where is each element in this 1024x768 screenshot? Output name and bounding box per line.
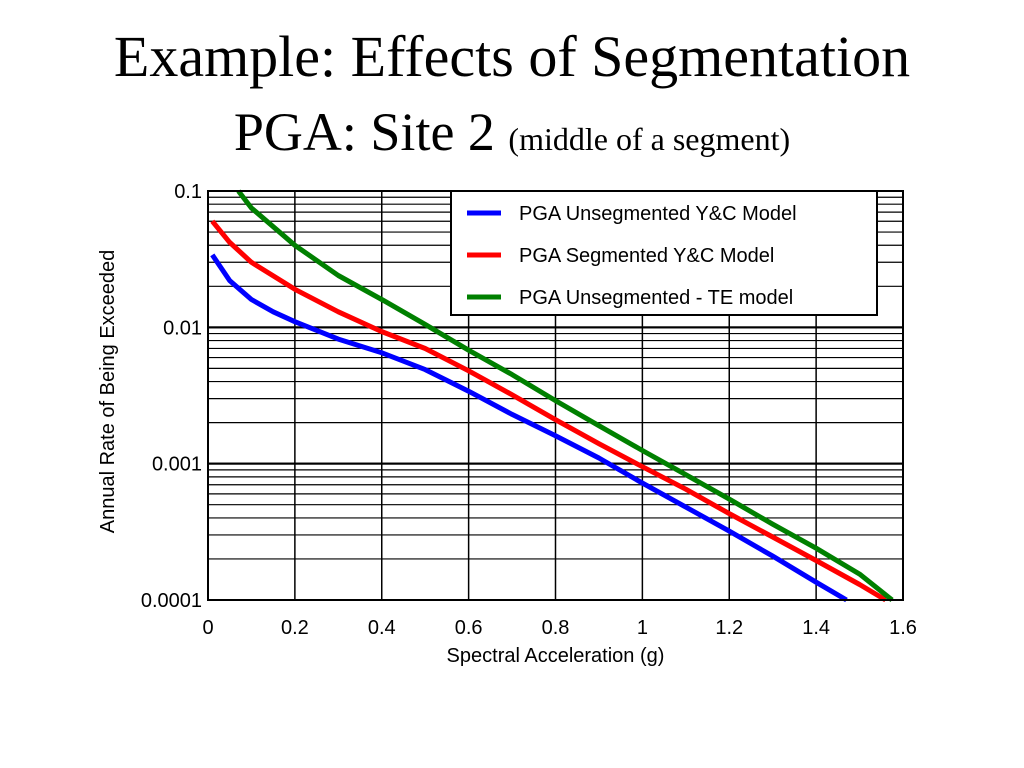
y-tick-label: 0.1: [174, 181, 202, 203]
x-tick-label: 0.8: [542, 617, 570, 639]
series-line-1: [210, 253, 848, 603]
x-tick-label: 1.4: [802, 617, 830, 639]
x-tick-label: 0.2: [281, 617, 309, 639]
series-line-3: [236, 189, 894, 602]
x-tick-label: 1.6: [889, 617, 917, 639]
y-tick-label: 0.0001: [141, 590, 202, 612]
x-tick-label: 0.6: [455, 617, 483, 639]
x-tick-label: 1: [637, 617, 648, 639]
y-tick-label: 0.001: [152, 454, 202, 476]
legend-label-1: PGA Unsegmented Y&C Model: [519, 203, 797, 225]
series-lines: [210, 189, 894, 603]
subtitle-main: PGA: Site 2: [233, 102, 495, 162]
x-tick-label: 1.2: [715, 617, 743, 639]
legend: PGA Unsegmented Y&C Model PGA Segmented Y…: [450, 190, 878, 316]
x-axis-label: Spectral Acceleration (g): [447, 645, 665, 667]
legend-label-2: PGA Segmented Y&C Model: [519, 245, 774, 267]
x-tick-label: 0: [202, 617, 213, 639]
y-tick-labels: 0.0001 0.001 0.01 0.1: [141, 181, 202, 612]
y-tick-label: 0.01: [163, 317, 202, 339]
subtitle-note: (middle of a segment): [508, 121, 791, 157]
legend-label-3: PGA Unsegmented - TE model: [519, 287, 793, 309]
slide-subtitle: PGA: Site 2 (middle of a segment): [0, 100, 1024, 171]
x-tick-labels: 0 0.2 0.4 0.6 0.8 1 1.2 1.4 1.6: [202, 617, 916, 639]
x-tick-label: 0.4: [368, 617, 396, 639]
y-axis-label: Annual Rate of Being Exceeded: [97, 250, 119, 534]
series-line-2: [210, 219, 887, 603]
slide-title: Example: Effects of Segmentation: [113, 24, 911, 89]
legend-box: [450, 190, 878, 316]
